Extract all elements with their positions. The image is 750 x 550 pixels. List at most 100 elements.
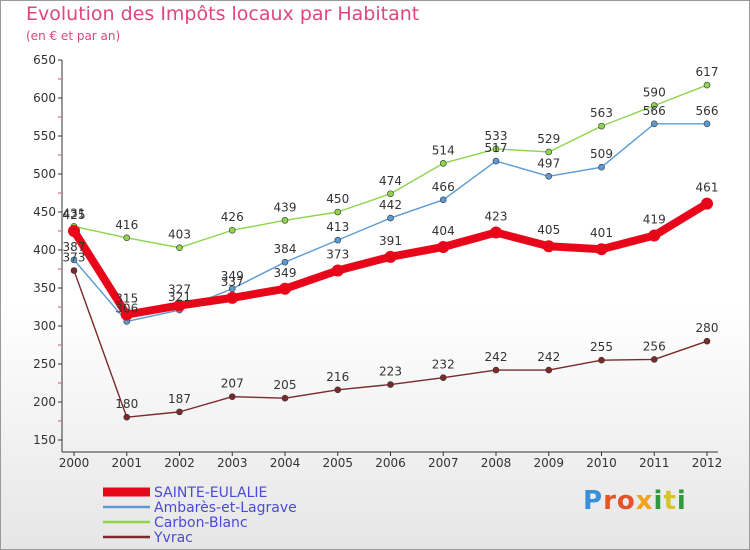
data-label: 474 xyxy=(379,174,402,188)
data-label: 416 xyxy=(115,218,138,232)
x-tick-label: 2004 xyxy=(270,456,301,470)
x-tick-label: 2009 xyxy=(533,456,564,470)
data-label: 533 xyxy=(485,129,508,143)
y-tick-label: 550 xyxy=(33,129,56,143)
legend-label: Carbon-Blanc xyxy=(154,515,248,531)
data-point xyxy=(123,413,131,421)
data-label: 439 xyxy=(274,200,297,214)
x-tick-label: 2005 xyxy=(322,456,353,470)
data-point xyxy=(648,229,661,242)
data-point xyxy=(545,366,553,374)
logo-letter: i xyxy=(653,486,664,516)
data-label: 563 xyxy=(590,106,613,120)
data-point xyxy=(281,258,289,266)
data-label: 223 xyxy=(379,365,402,379)
logo-letter: t xyxy=(663,486,677,516)
y-tick-label: 250 xyxy=(33,357,56,371)
x-tick-label: 2002 xyxy=(164,456,195,470)
x-tick-label: 2003 xyxy=(217,456,248,470)
data-point xyxy=(228,285,236,293)
data-label: 337 xyxy=(221,275,244,289)
data-label: 373 xyxy=(63,251,86,265)
data-label: 349 xyxy=(274,266,297,280)
data-point xyxy=(384,250,397,263)
data-label: 431 xyxy=(63,206,86,220)
y-tick-label: 200 xyxy=(33,395,56,409)
data-point xyxy=(439,160,447,167)
data-label: 327 xyxy=(168,282,191,296)
data-point xyxy=(492,366,500,374)
data-point xyxy=(70,256,78,264)
data-point xyxy=(279,282,291,295)
data-label: 401 xyxy=(590,226,613,240)
data-label: 321 xyxy=(168,290,191,304)
x-tick-label: 2010 xyxy=(586,456,617,470)
x-tick-label: 2007 xyxy=(428,456,459,470)
data-label: 315 xyxy=(115,292,138,306)
legend-label: Ambarès-et-Lagrave xyxy=(154,500,297,516)
data-label: 384 xyxy=(274,242,297,256)
data-label: 405 xyxy=(537,223,560,237)
data-label: 306 xyxy=(115,301,138,315)
proxiti-logo: Proxiti xyxy=(583,486,687,516)
data-label: 403 xyxy=(168,228,191,242)
data-label: 387 xyxy=(63,240,86,254)
y-tick-label: 650 xyxy=(33,53,56,67)
data-point xyxy=(173,299,186,312)
data-point xyxy=(228,226,236,234)
x-tick-label: 2006 xyxy=(375,456,406,470)
y-tick-label: 600 xyxy=(33,91,56,105)
data-label: 590 xyxy=(643,86,666,100)
chart-title: Evolution des Impôts locaux par Habitant xyxy=(26,3,420,25)
x-tick-label: 2011 xyxy=(639,456,670,470)
data-label: 391 xyxy=(379,234,402,248)
data-point xyxy=(226,291,239,304)
data-label: 207 xyxy=(221,377,244,391)
y-tick-label: 300 xyxy=(33,319,56,333)
data-label: 205 xyxy=(274,378,297,392)
data-point xyxy=(331,264,344,277)
data-point xyxy=(176,244,183,252)
data-point xyxy=(70,267,78,274)
x-tick-label: 2008 xyxy=(481,456,512,470)
data-label: 466 xyxy=(432,180,455,194)
data-point xyxy=(650,102,658,109)
legend-label: SAINTE-EULALIE xyxy=(154,485,267,501)
data-label: 404 xyxy=(432,224,455,238)
data-label: 566 xyxy=(696,104,719,118)
data-point xyxy=(703,337,711,345)
data-point xyxy=(703,81,711,89)
data-point xyxy=(545,172,553,180)
data-label: 426 xyxy=(221,210,244,224)
data-label: 497 xyxy=(537,156,560,170)
data-label: 617 xyxy=(696,65,719,79)
data-point xyxy=(387,214,394,222)
data-point xyxy=(437,240,450,253)
data-label: 566 xyxy=(643,104,666,118)
logo-letter: x xyxy=(635,486,654,516)
data-label: 256 xyxy=(643,339,666,353)
data-label: 423 xyxy=(485,210,508,224)
chart-subtitle: (en € et par an) xyxy=(26,29,121,43)
data-point xyxy=(701,197,713,210)
data-point xyxy=(595,243,608,256)
data-point xyxy=(68,225,80,237)
data-point xyxy=(545,148,553,156)
data-point xyxy=(334,236,342,244)
data-label: 461 xyxy=(696,181,719,195)
data-label: 280 xyxy=(696,321,719,335)
data-label: 529 xyxy=(537,132,560,146)
y-tick-label: 500 xyxy=(33,167,56,181)
data-label: 180 xyxy=(115,397,138,411)
data-label: 517 xyxy=(485,141,508,155)
data-point xyxy=(334,386,342,394)
data-label: 413 xyxy=(326,220,349,234)
x-tick-label: 2012 xyxy=(692,456,723,470)
x-tick-label: 2000 xyxy=(59,456,90,470)
y-tick-label: 350 xyxy=(33,281,56,295)
data-point xyxy=(598,163,605,171)
data-point xyxy=(492,157,500,165)
data-point xyxy=(439,196,447,204)
